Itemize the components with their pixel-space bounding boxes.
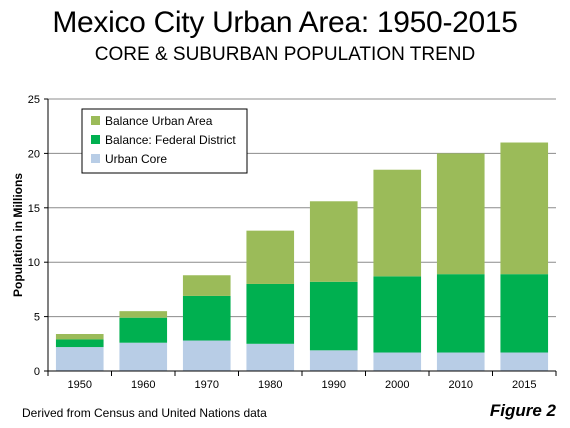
legend-swatch (91, 154, 100, 163)
bar-segment (246, 343, 295, 371)
bar-segment (182, 340, 231, 371)
y-tick-label: 20 (28, 148, 40, 160)
bar-segment (309, 350, 358, 371)
bar-segment (500, 352, 549, 371)
bar-segment (500, 274, 549, 353)
legend-box (81, 108, 248, 174)
bar-segment (119, 342, 168, 371)
bar-segment (55, 339, 104, 348)
y-tick-label: 0 (34, 366, 40, 378)
legend-label: Balance: Federal District (105, 133, 236, 147)
bar-segment (309, 281, 358, 351)
x-tick-label: 1960 (131, 379, 155, 391)
chart-subtitle: CORE & SUBURBAN POPULATION TREND (94, 44, 476, 65)
bar-segment (500, 142, 549, 275)
legend-swatch (91, 116, 100, 125)
source-note: Derived from Census and United Nations d… (22, 406, 267, 420)
y-tick-label: 25 (28, 94, 40, 106)
bar-segment (373, 169, 422, 277)
bar-segment (436, 352, 485, 371)
x-tick-label: 1970 (195, 379, 219, 391)
x-tick-label: 1990 (322, 379, 346, 391)
y-tick-label: 15 (28, 203, 40, 215)
bar-segment (246, 283, 295, 344)
bar-segment (373, 352, 422, 371)
bar-segment (373, 276, 422, 353)
bar-segment (119, 317, 168, 343)
chart-title: Mexico City Urban Area: 1950-2015 (52, 6, 518, 39)
y-tick-label: 10 (28, 257, 40, 269)
bar-segment (182, 275, 231, 296)
bar-segment (55, 347, 104, 371)
bar-segment (55, 334, 104, 340)
x-tick-label: 2010 (449, 379, 473, 391)
figure-label: Figure 2 (489, 401, 556, 420)
bar-segment (119, 311, 168, 318)
bar-segment (436, 153, 485, 275)
bar-segment (309, 201, 358, 282)
bar-segment (182, 295, 231, 341)
y-tick-label: 5 (34, 312, 40, 324)
bar-segment (246, 230, 295, 284)
x-tick-label: 1980 (258, 379, 282, 391)
legend-swatch (91, 135, 100, 144)
bar-segment (436, 274, 485, 353)
y-axis-title: Population in Millions (11, 173, 25, 297)
legend-label: Urban Core (105, 152, 167, 166)
x-tick-label: 2000 (385, 379, 409, 391)
x-tick-label: 1950 (68, 379, 92, 391)
legend-label: Balance Urban Area (105, 114, 213, 128)
x-tick-label: 2015 (512, 379, 536, 391)
